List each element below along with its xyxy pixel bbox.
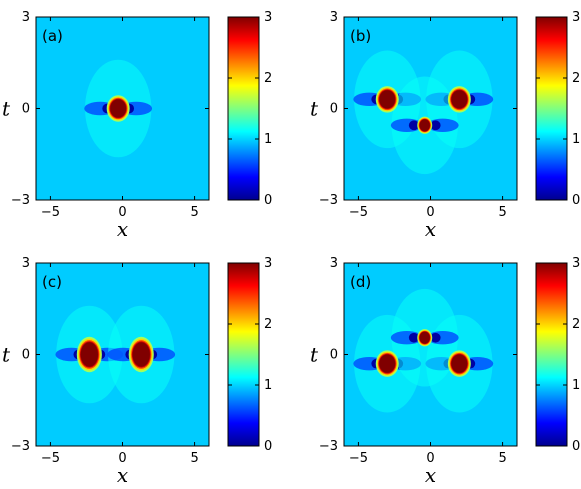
y-axis-label: t [310,343,319,367]
panel-d: −5 0 5 −3 0 3 x t (d) 0 1 2 3 [310,256,580,487]
x-axis-label: x [117,463,128,487]
colorbar-tick-label: 2 [264,317,272,332]
colorbar-gradient [227,16,260,201]
colorbar: 0 1 2 3 [227,10,272,208]
colorbar: 0 1 2 3 [227,256,272,454]
peak [379,90,396,109]
panel-label: (a) [42,27,63,45]
colorbar-tick-label: 1 [572,378,580,393]
y-tick-label: 0 [330,348,338,363]
y-tick-label: 0 [330,102,338,117]
colorbar-gradient [535,262,568,447]
panel-b: −5 0 5 −3 0 3 x t (b) 0 1 2 3 [310,10,580,241]
peak [419,331,430,344]
dip-core [430,332,441,343]
colorbar-tick-label: 0 [572,439,580,454]
x-tick-label: −5 [349,205,368,220]
colorbar-tick-label: 3 [264,256,272,271]
y-tick-label: 3 [22,10,30,25]
x-tick-label: 5 [498,205,506,220]
x-tick-label: 5 [190,205,198,220]
y-tick-label: 3 [330,10,338,25]
x-tick-label: 0 [118,205,126,220]
x-tick-label: 0 [426,451,434,466]
colorbar-tick-label: 1 [572,132,580,147]
x-tick-label: −5 [41,451,60,466]
x-axis-label: x [425,217,436,241]
colorbar-gradient [535,16,568,201]
peak [80,342,98,367]
panel-a: −5 0 5 −3 0 3 x t (a) 0 1 2 3 [2,10,272,241]
x-tick-label: 5 [498,451,506,466]
colorbar-tick-label: 0 [572,193,580,208]
peak [451,90,468,109]
colorbar-tick-label: 0 [264,193,272,208]
panel-label: (b) [350,27,371,45]
peak [132,342,150,367]
x-tick-label: 5 [190,451,198,466]
x-tick-label: 0 [118,451,126,466]
y-tick-label: 3 [22,256,30,271]
panel-label: (c) [42,273,62,291]
colorbar-tick-label: 3 [572,10,580,25]
peak [110,99,127,118]
x-axis-label: x [117,217,128,241]
x-axis-label: x [425,463,436,487]
y-tick-label: −3 [319,439,338,454]
colorbar-gradient [227,262,260,447]
dip-core [408,120,419,131]
heatmap-field [36,17,209,200]
panel-label: (d) [350,273,371,291]
colorbar-tick-label: 0 [264,439,272,454]
colorbar: 0 1 2 3 [535,256,580,454]
panel-c: −5 0 5 −3 0 3 x t (c) 0 1 2 3 [2,256,272,487]
heatmap-field [344,263,517,446]
colorbar-tick-label: 3 [264,10,272,25]
y-tick-label: 0 [22,348,30,363]
y-tick-label: 3 [330,256,338,271]
dip-core [430,120,441,131]
y-tick-label: 0 [22,102,30,117]
y-axis-label: t [2,97,11,121]
heatmap-field [36,263,209,446]
colorbar-tick-label: 2 [572,71,580,86]
y-tick-label: −3 [319,193,338,208]
peak [419,119,430,132]
colorbar-tick-label: 1 [264,378,272,393]
y-tick-label: −3 [11,439,30,454]
colorbar-tick-label: 3 [572,256,580,271]
colorbar-tick-label: 1 [264,132,272,147]
colorbar: 0 1 2 3 [535,10,580,208]
colorbar-tick-label: 2 [572,317,580,332]
x-tick-label: 0 [426,205,434,220]
heatmap-field [344,17,517,200]
peak [379,354,396,373]
y-axis-label: t [2,343,11,367]
y-axis-label: t [310,97,319,121]
colorbar-tick-label: 2 [264,71,272,86]
x-tick-label: −5 [41,205,60,220]
peak [451,354,468,373]
x-tick-label: −5 [349,451,368,466]
y-tick-label: −3 [11,193,30,208]
dip-core [408,332,419,343]
